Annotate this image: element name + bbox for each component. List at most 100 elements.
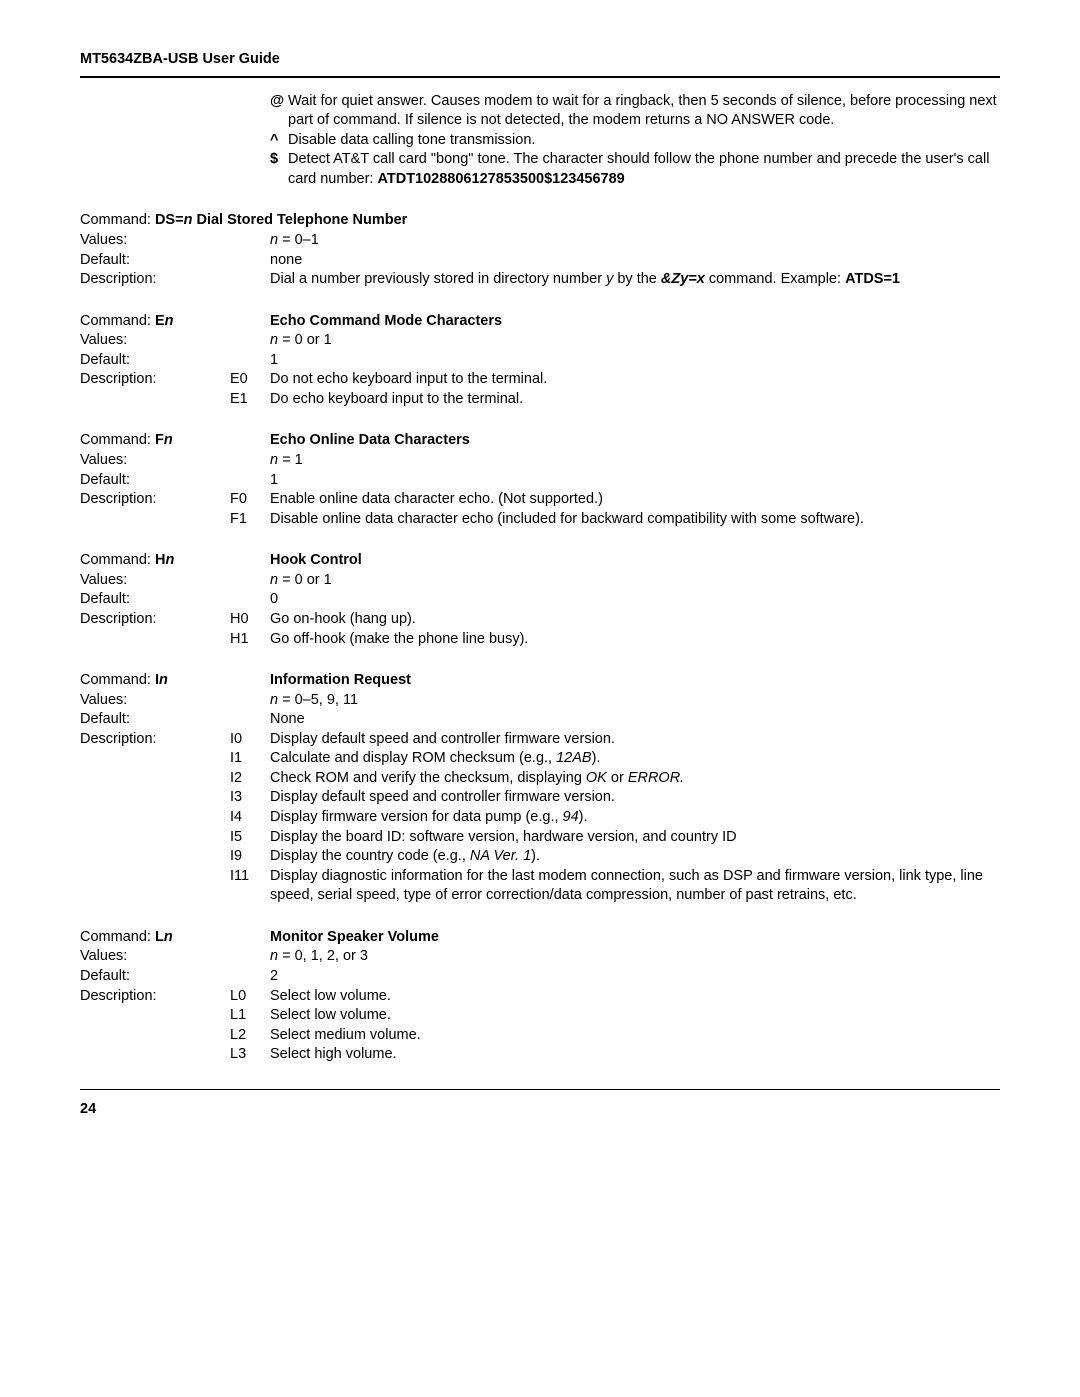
hn-sub0: H0 [230,610,270,630]
hn-sub0-desc: Go on-hook (hang up). [270,610,1000,630]
symbol-caret-desc: Disable data calling tone transmission. [288,131,1000,151]
en-cmd-label-text: Command: [80,313,151,329]
ln-s1: L1 [230,1006,270,1026]
in-cmd-label-text: Command: [80,672,151,688]
fn-sub1: F1 [230,510,270,530]
in-s1b: ). [592,750,601,766]
in-values: n = 0–5, 9, 11 [270,691,1000,711]
ln-cmd-n: n [164,929,173,945]
ln-default-label: Default: [80,967,270,987]
ds-desc: Dial a number previously stored in direc… [270,270,1000,290]
symbol-dollar-desc: Detect AT&T call card "bong" tone. The c… [288,150,1000,189]
in-s4a: Display firmware version for data pump (… [270,809,563,825]
in-s4i: 94 [563,809,579,825]
in-default-label: Default: [80,710,270,730]
hn-cmd-label: Command: Hn [80,551,270,571]
in-s5: I5 [230,828,270,848]
fn-values-n: n [270,452,278,468]
ds-d1a: Dial a number previously stored in direc… [270,271,606,287]
symbol-caret: ^ [270,131,288,151]
hn-values-rest: = 0 or 1 [278,572,332,588]
fn-sub1-desc: Disable online data character echo (incl… [270,510,1000,530]
in-s11: I11 [230,867,270,887]
fn-default: 1 [270,471,1000,491]
en-sub0: E0 [230,370,270,390]
fn-title: Echo Online Data Characters [270,431,1000,451]
in-cmd-n: n [159,672,168,688]
fn-desc-label: Description: [80,490,230,510]
hn-title: Hook Control [270,551,1000,571]
header-rule [80,76,1000,78]
ds-cmd-title: Dial Stored Telephone Number [192,212,407,228]
section-in: Command: In Information Request Values: … [80,671,1000,906]
in-s2a: Check ROM and verify the checksum, displ… [270,770,586,786]
page-header: MT5634ZBA-USB User Guide [80,50,1000,70]
fn-cmd-label-text: Command: [80,432,151,448]
in-s1: I1 [230,749,270,769]
fn-default-label: Default: [80,471,270,491]
in-s1-desc: Calculate and display ROM checksum (e.g.… [270,749,1000,769]
section-fn: Command: Fn Echo Online Data Characters … [80,431,1000,529]
in-s2i2: ERROR. [628,770,684,786]
ln-s2-desc: Select medium volume. [270,1026,1000,1046]
ln-default: 2 [270,967,1000,987]
hn-desc-label: Description: [80,610,230,630]
hn-values: n = 0 or 1 [270,571,1000,591]
hn-values-label: Values: [80,571,270,591]
fn-cmd-label: Command: Fn [80,431,270,451]
en-values-n: n [270,332,278,348]
in-s4: I4 [230,808,270,828]
ds-values-n: n [270,232,278,248]
footer-rule [80,1089,1000,1090]
in-values-label: Values: [80,691,270,711]
in-s9b: ). [531,848,540,864]
in-s9i: NA Ver. 1 [470,848,531,864]
in-cmd-label: Command: In [80,671,270,691]
symbol-dollar: $ [270,150,288,170]
fn-cmd-n: n [164,432,173,448]
in-s5-desc: Display the board ID: software version, … [270,828,1000,848]
symbol-at-desc: Wait for quiet answer. Causes modem to w… [288,92,1000,131]
hn-sub1: H1 [230,630,270,650]
ds-command-line: Command: DS=n Dial Stored Telephone Numb… [80,211,407,231]
in-s2-desc: Check ROM and verify the checksum, displ… [270,769,1000,789]
ds-values-label: Values: [80,231,270,251]
hn-values-n: n [270,572,278,588]
ln-values-rest: = 0, 1, 2, or 3 [278,948,368,964]
ln-values-n: n [270,948,278,964]
ds-values: n = 0–1 [270,231,1000,251]
en-sub1-desc: Do echo keyboard input to the terminal. [270,390,1000,410]
in-values-n: n [270,692,278,708]
hn-default: 0 [270,590,1000,610]
ln-s0-desc: Select low volume. [270,987,1000,1007]
en-default: 1 [270,351,1000,371]
en-values-rest: = 0 or 1 [278,332,332,348]
ds-d1b: by the [613,271,661,287]
ln-s3-desc: Select high volume. [270,1045,1000,1065]
fn-values-rest: = 1 [278,452,303,468]
fn-values-label: Values: [80,451,270,471]
fn-sub0-desc: Enable online data character echo. (Not … [270,490,1000,510]
hn-cmd-letter: H [155,552,165,568]
ln-s0: L0 [230,987,270,1007]
fn-values: n = 1 [270,451,1000,471]
en-values: n = 0 or 1 [270,331,1000,351]
en-values-label: Values: [80,331,270,351]
ln-s2: L2 [230,1026,270,1046]
in-s3: I3 [230,788,270,808]
in-s0-desc: Display default speed and controller fir… [270,730,1000,750]
ln-cmd-letter: L [155,929,164,945]
ds-cmd-bold: DS= [155,212,184,228]
in-s9: I9 [230,847,270,867]
ds-default: none [270,251,1000,271]
ln-s1-desc: Select low volume. [270,1006,1000,1026]
in-s2: I2 [230,769,270,789]
in-s3-desc: Display default speed and controller fir… [270,788,1000,808]
en-title: Echo Command Mode Characters [270,312,1000,332]
in-s1a: Calculate and display ROM checksum (e.g.… [270,750,556,766]
ds-d1cmd: &Zy=x [661,271,705,287]
fn-sub0: F0 [230,490,270,510]
ds-desc-label: Description: [80,270,270,290]
in-s2i1: OK [586,770,607,786]
hn-default-label: Default: [80,590,270,610]
